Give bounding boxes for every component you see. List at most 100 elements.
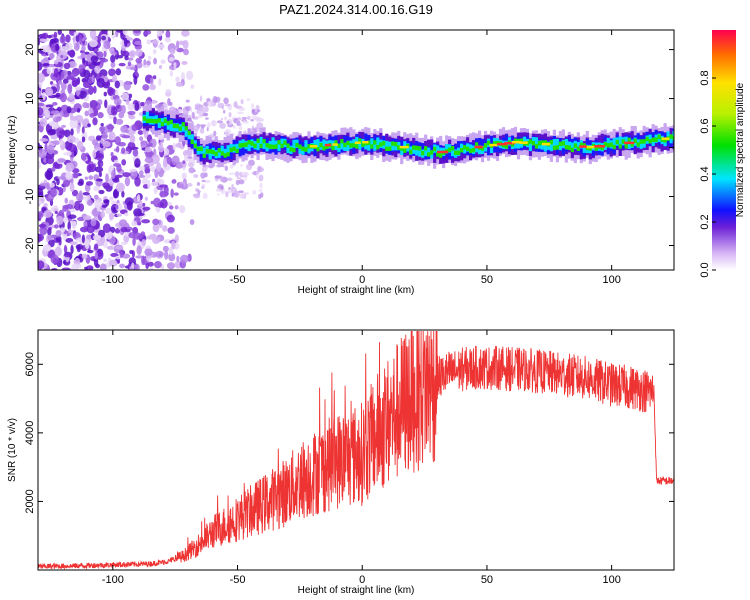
heat-cell xyxy=(439,153,443,158)
heat-cell xyxy=(196,182,201,186)
heat-cell xyxy=(489,144,494,154)
heat-cell xyxy=(262,138,266,144)
heat-cell xyxy=(672,130,674,140)
heat-cell xyxy=(169,70,173,77)
heat-cell xyxy=(39,225,48,236)
heat-cell xyxy=(274,144,278,149)
heat-cell xyxy=(418,146,422,151)
heat-cell xyxy=(136,245,142,255)
heat-cell xyxy=(86,199,93,206)
heat-cell xyxy=(239,122,242,127)
heat-cell xyxy=(173,192,179,196)
y-tick-label: 4000 xyxy=(24,421,36,445)
heat-cell xyxy=(115,182,125,193)
heat-cell xyxy=(84,239,90,250)
heat-cell xyxy=(141,255,146,266)
heat-cell xyxy=(39,183,49,187)
heat-cell xyxy=(385,146,389,152)
heat-cell xyxy=(119,263,125,269)
heat-cell xyxy=(594,146,598,151)
heat-cell xyxy=(175,142,182,148)
heat-cell xyxy=(70,128,74,136)
colorbar-tick-label: 0.6 xyxy=(699,118,711,133)
heat-cell xyxy=(624,141,635,145)
heat-cell xyxy=(92,149,97,159)
heat-cell xyxy=(636,142,640,147)
heat-cell xyxy=(128,257,136,266)
heat-cell xyxy=(87,249,94,254)
heat-cell xyxy=(176,255,180,263)
heat-cell xyxy=(164,250,169,260)
heat-cell xyxy=(618,144,622,149)
heat-cell xyxy=(94,251,98,260)
heat-cell xyxy=(436,145,440,154)
heat-cell xyxy=(71,172,79,179)
heat-cell xyxy=(106,124,115,130)
heat-cell xyxy=(163,191,169,196)
heat-cell xyxy=(203,179,211,184)
heat-cell xyxy=(94,147,102,151)
heat-cell xyxy=(148,55,152,60)
heat-cell xyxy=(181,123,185,132)
heat-cell xyxy=(109,259,118,267)
heat-cell xyxy=(465,146,470,152)
heat-cell xyxy=(202,147,206,156)
heat-cell xyxy=(156,30,163,37)
heat-cell xyxy=(621,139,625,144)
heat-cell xyxy=(531,141,536,146)
heat-cell xyxy=(39,117,48,127)
heat-cell xyxy=(138,212,145,216)
heat-cell xyxy=(168,57,175,62)
heat-cell xyxy=(98,171,102,178)
heat-cell xyxy=(189,219,195,225)
heat-cell xyxy=(67,50,76,56)
heat-cell xyxy=(134,158,141,168)
heat-cell xyxy=(519,141,528,144)
heat-cell xyxy=(151,181,159,187)
heat-cell xyxy=(45,104,54,108)
heat-cell xyxy=(108,196,114,201)
heat-cell xyxy=(208,149,212,154)
heat-cell xyxy=(124,197,134,206)
heat-cell xyxy=(138,170,144,176)
colorbar-gradient xyxy=(712,30,736,270)
heat-cell xyxy=(152,218,160,226)
heat-cell xyxy=(355,136,359,146)
heat-cell xyxy=(169,122,173,132)
heat-cell xyxy=(421,150,425,156)
heat-cell xyxy=(115,68,122,76)
heat-cell xyxy=(457,141,461,154)
heat-cell xyxy=(73,42,80,52)
heat-cell xyxy=(127,57,134,61)
heat-cell xyxy=(142,64,150,68)
heat-cell xyxy=(67,214,77,219)
heat-cell xyxy=(176,183,185,189)
heat-cell xyxy=(206,126,209,132)
x-tick-label: -50 xyxy=(230,274,246,286)
heat-cell xyxy=(477,145,482,155)
heat-cell xyxy=(121,190,125,198)
y-tick-label: 2000 xyxy=(24,489,36,513)
heat-cell xyxy=(289,147,293,152)
heat-cell xyxy=(223,148,227,158)
heat-cell xyxy=(98,189,105,195)
heat-cell xyxy=(322,139,326,148)
heat-cell xyxy=(144,146,152,153)
heat-cell xyxy=(121,253,131,259)
heat-cell xyxy=(50,110,59,115)
heat-cell xyxy=(457,150,461,155)
heat-cell xyxy=(223,97,229,105)
heat-cell xyxy=(69,118,79,129)
heat-cell xyxy=(73,151,77,157)
colorbar-tick-label: 0.4 xyxy=(699,166,711,181)
heat-cell xyxy=(171,179,177,184)
heat-cell xyxy=(241,142,245,156)
heat-cell xyxy=(178,126,182,131)
heat-cell xyxy=(39,138,49,142)
heat-cell xyxy=(223,116,228,121)
heat-cell xyxy=(138,165,145,171)
heat-cell xyxy=(238,126,243,131)
heat-cell xyxy=(110,106,118,116)
heat-cell xyxy=(120,125,128,133)
heat-cell xyxy=(403,148,407,153)
